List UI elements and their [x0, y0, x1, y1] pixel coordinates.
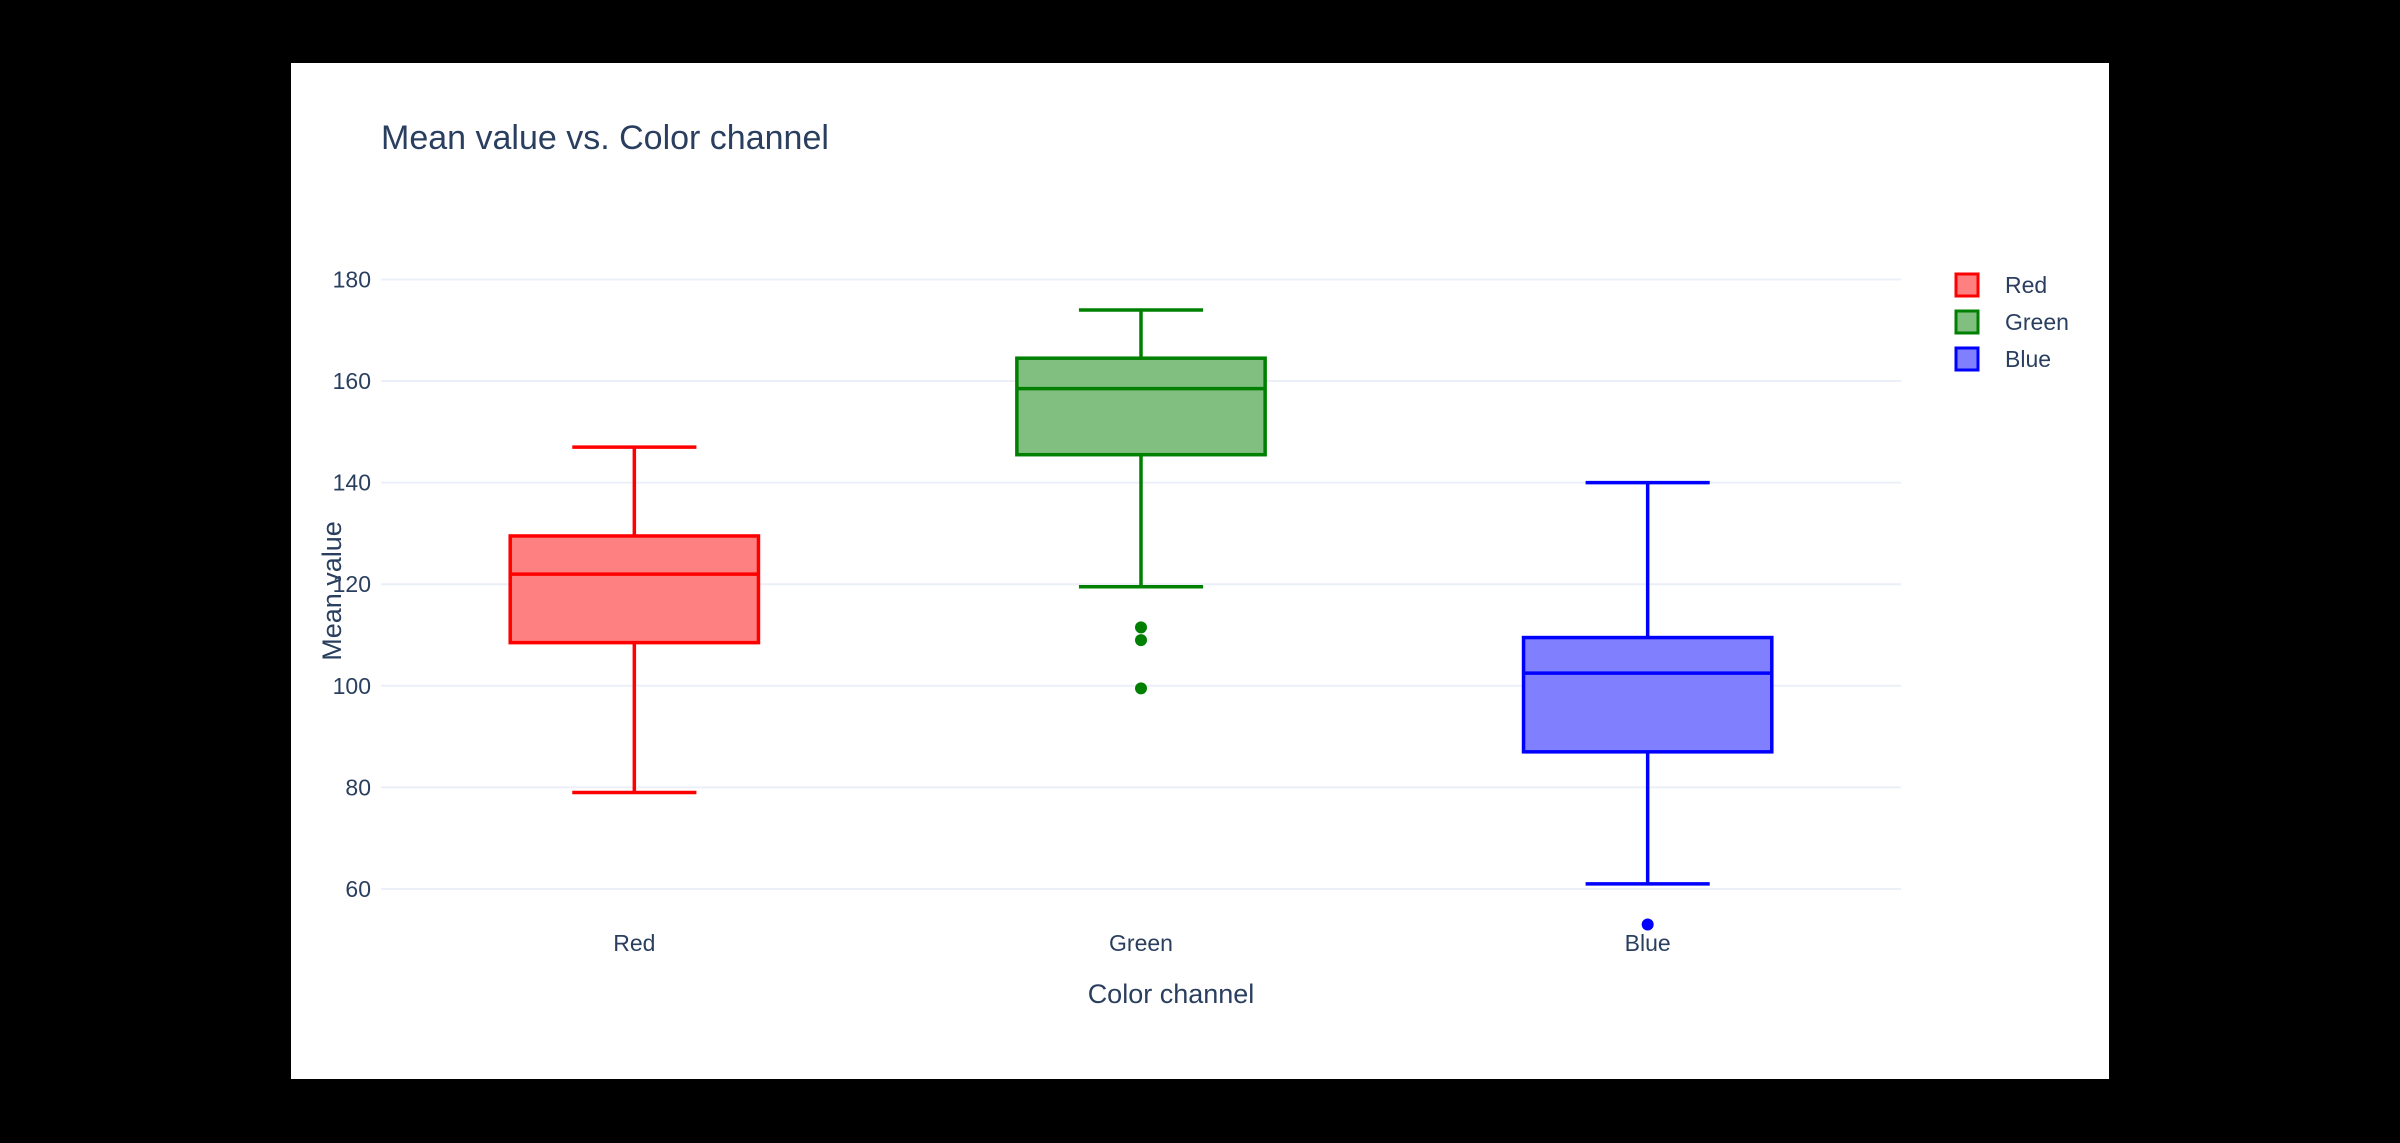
boxes	[508, 308, 1774, 931]
chart-panel: 60 80 100 120 140 160 180 Red Green Blue Mean va…	[291, 63, 2109, 1079]
iqr-box	[1521, 635, 1774, 754]
outlier-point	[1135, 634, 1147, 647]
legend-swatch	[1954, 346, 1980, 372]
y-tick-label: 80	[345, 774, 371, 800]
x-axis-ticks: Red Green Blue	[613, 930, 1670, 956]
legend: Red Green Blue	[1954, 272, 2069, 372]
box-plot-chart: 60 80 100 120 140 160 180 Red Green Blue Mean va…	[317, 119, 2069, 1009]
legend-item-green: Green	[1954, 309, 2069, 335]
box-red	[508, 445, 761, 795]
outlier-point	[1641, 918, 1654, 931]
outlier-point	[1135, 682, 1147, 695]
iqr-box	[1015, 356, 1267, 457]
iqr-box	[508, 534, 761, 645]
legend-label: Red	[2005, 272, 2047, 298]
legend-label: Blue	[2005, 346, 2051, 372]
legend-swatch	[1954, 272, 1980, 298]
y-tick-label: 100	[333, 673, 371, 699]
legend-swatch	[1954, 309, 1980, 335]
legend-label: Green	[2005, 309, 2069, 335]
box-green	[1015, 308, 1267, 695]
y-axis-title: Mean value	[317, 521, 347, 661]
chart-title: Mean value vs. Color channel	[381, 119, 829, 157]
box-blue	[1521, 480, 1774, 931]
y-tick-label: 140	[333, 470, 371, 496]
x-axis-title: Color channel	[1088, 979, 1255, 1009]
legend-item-red: Red	[1954, 272, 2047, 298]
y-axis-ticks: 60 80 100 120 140 160 180	[333, 266, 371, 901]
x-tick-label: Green	[1109, 930, 1173, 956]
x-tick-label: Blue	[1625, 930, 1671, 956]
y-tick-label: 60	[345, 876, 371, 902]
outlier-point	[1135, 621, 1147, 634]
y-tick-label: 120	[333, 571, 371, 597]
y-tick-label: 180	[333, 266, 371, 292]
x-tick-label: Red	[613, 930, 655, 956]
legend-item-blue: Blue	[1954, 346, 2051, 372]
y-tick-label: 160	[333, 368, 371, 394]
